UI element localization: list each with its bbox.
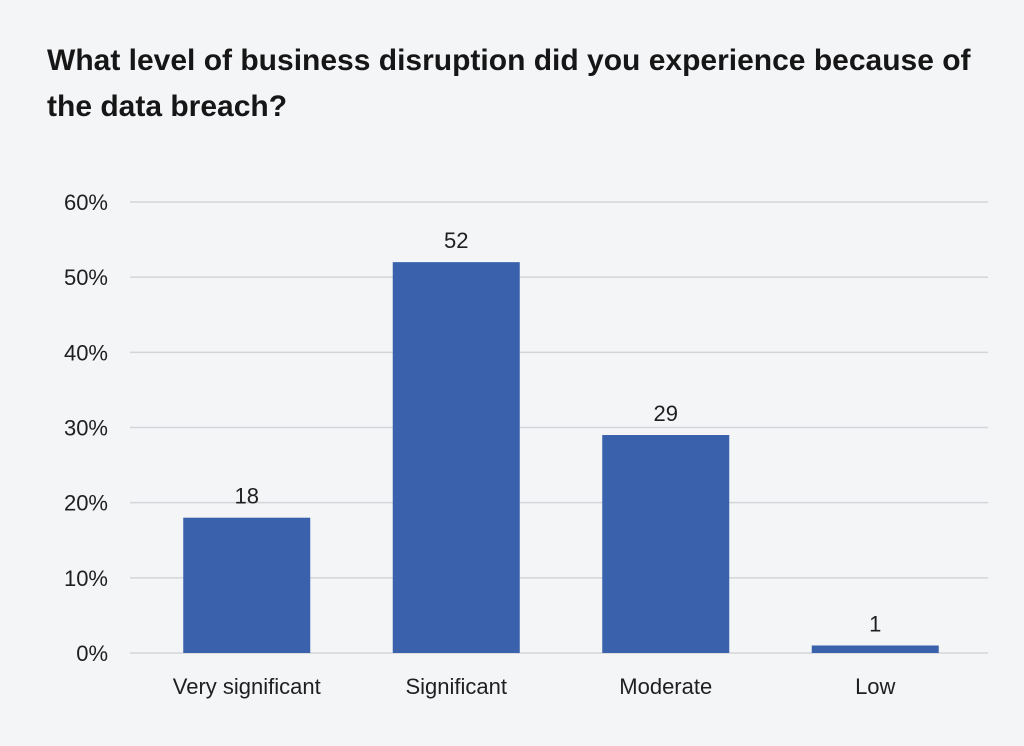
bar (183, 517, 311, 653)
y-tick-label: 10% (64, 566, 108, 591)
value-label: 52 (444, 228, 468, 253)
y-tick-label: 20% (64, 491, 108, 516)
bar (811, 645, 939, 653)
chart-title: What level of business disruption did yo… (47, 44, 971, 123)
y-axis-ticks: 0% 10% 20% 30% 40% 50% 60% (64, 190, 108, 666)
value-label: 1 (869, 611, 881, 636)
bar (602, 435, 730, 653)
value-label: 29 (654, 401, 678, 426)
value-labels: 18 52 29 1 (235, 228, 882, 636)
bar (392, 262, 520, 653)
value-label: 18 (235, 484, 259, 509)
y-tick-label: 40% (64, 340, 108, 365)
x-axis-labels: Very significant Significant Moderate Low (173, 674, 896, 699)
y-tick-label: 30% (64, 416, 108, 441)
y-tick-label: 60% (64, 190, 108, 215)
bars (183, 262, 939, 653)
x-tick-label: Significant (405, 674, 507, 699)
x-tick-label: Very significant (173, 674, 321, 699)
y-tick-label: 0% (76, 641, 108, 666)
x-tick-label: Moderate (619, 674, 712, 699)
y-tick-label: 50% (64, 265, 108, 290)
x-tick-label: Low (855, 674, 895, 699)
